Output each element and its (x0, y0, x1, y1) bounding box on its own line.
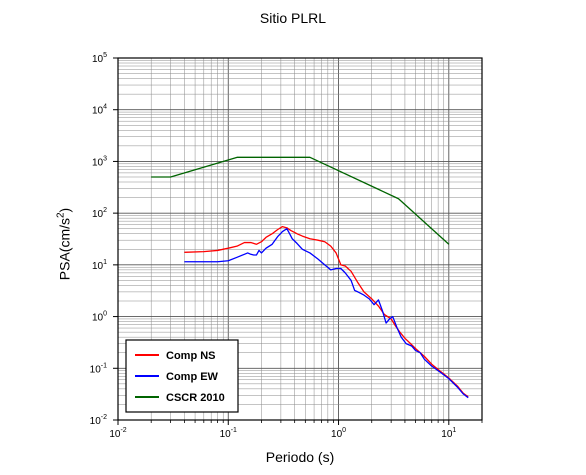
y-axis-label-close: ) (56, 207, 73, 213)
x-tick-exponent: 0 (342, 427, 346, 434)
y-tick-label: 105 (92, 52, 107, 65)
y-tick-label: 100 (92, 311, 107, 324)
y-tick-label: 10-2 (90, 414, 107, 427)
series-line-1 (184, 225, 469, 398)
y-tick-label: 103 (92, 155, 107, 168)
y-tick-exponent: 2 (103, 207, 107, 214)
x-tick-label: 10-1 (220, 427, 237, 440)
x-tick-exponent: -2 (120, 427, 126, 434)
y-tick-label: 104 (92, 104, 107, 117)
y-tick-exponent: 1 (103, 259, 107, 266)
y-tick-label: 101 (92, 259, 107, 272)
y-tick-exponent: 4 (103, 104, 107, 111)
legend-label-3: CSCR 2010 (166, 392, 225, 404)
y-tick-exponent: 3 (103, 155, 107, 162)
y-tick-label: 10-1 (90, 362, 107, 375)
plot-frame (117, 57, 483, 421)
legend-label-1: Comp NS (166, 350, 216, 362)
chart-title: Sitio PLRL (259, 10, 327, 26)
x-tick-label: 10-2 (109, 427, 126, 440)
x-tick-exponent: 1 (452, 427, 456, 434)
y-tick-label: 102 (92, 207, 107, 220)
x-tick-label: 101 (441, 427, 456, 440)
y-tick-exponent: 0 (103, 311, 107, 318)
series-line-2 (184, 228, 469, 399)
legend-label-2: Comp EW (166, 371, 219, 383)
x-axis-label: Periodo (s) (265, 449, 335, 465)
y-axis-label-superscript: 2 (55, 212, 67, 218)
x-tick-label: 100 (331, 427, 346, 440)
y-axis-label: PSA(cm/s2) (56, 208, 73, 280)
y-tick-exponent: -2 (101, 414, 107, 421)
y-tick-exponent: 5 (103, 52, 107, 59)
x-tick-exponent: -1 (231, 427, 237, 434)
series-line-3 (151, 156, 450, 245)
y-axis-label-text: PSA(cm/s (56, 218, 73, 281)
y-tick-exponent: -1 (101, 362, 107, 369)
